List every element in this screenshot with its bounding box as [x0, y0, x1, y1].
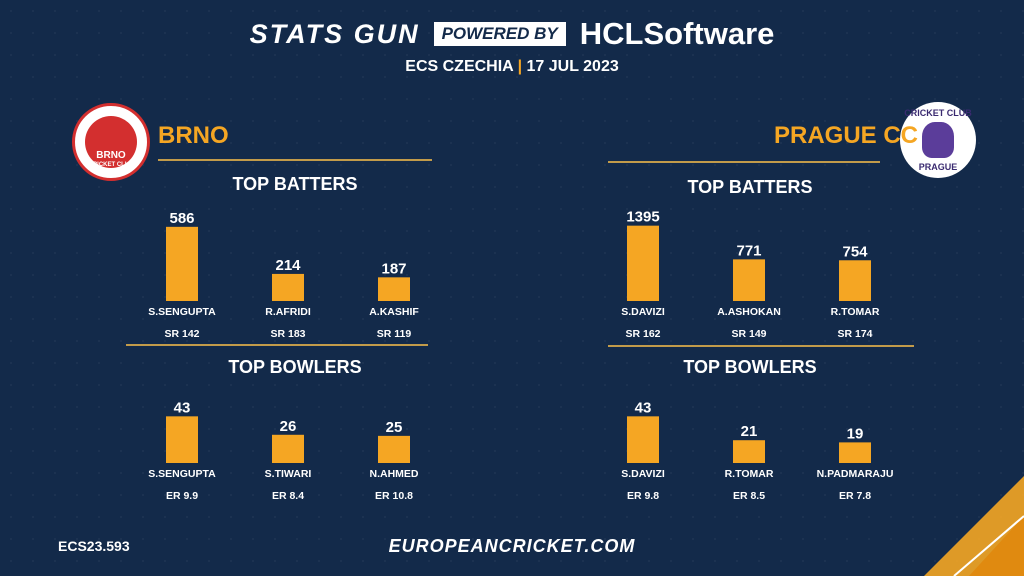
- player-name-label: A.KASHIF: [369, 306, 419, 318]
- brno-logo-text-bottom: CRICKET CLUB: [88, 162, 134, 168]
- value-label: 25: [386, 419, 403, 436]
- divider-right-middle: [608, 345, 914, 347]
- brand-title: STATS GUN: [249, 18, 420, 49]
- rate-label: SR 119: [377, 328, 412, 340]
- bar-rtomar: [733, 440, 765, 463]
- event-name: ECS CZECHIA: [405, 58, 514, 75]
- divider-right-top: [608, 161, 880, 163]
- bar-rtomar: [839, 260, 871, 301]
- bar-nahmed: [378, 435, 410, 463]
- value-label: 214: [275, 257, 301, 274]
- team-name-right: PRAGUE CC: [774, 122, 919, 149]
- rate-label: SR 174: [837, 328, 872, 340]
- left-batters-chart: 586 S.SENGUPTA SR 142 214 R.AFRIDI SR 183 187 A…: [148, 210, 419, 340]
- player-name-label: N.AHMED: [370, 468, 419, 480]
- bar-ssengupta: [166, 416, 198, 463]
- value-label: 586: [169, 210, 194, 227]
- powered-by-badge: POWERED BY: [433, 22, 566, 46]
- value-label: 43: [635, 399, 652, 416]
- rate-label: ER 7.8: [839, 490, 871, 502]
- team-name-left: BRNO: [158, 122, 229, 149]
- player-name-label: S.SENGUPTA: [148, 306, 216, 318]
- right-batters-title: TOP BATTERS: [687, 177, 813, 197]
- right-batters-chart: 1395 S.DAVIZI SR 162 771 A.ASHOKAN SR 149 754 R…: [621, 209, 880, 340]
- value-label: 1395: [626, 209, 659, 226]
- event-date: 17 JUL 2023: [526, 58, 619, 75]
- subtitle-separator: |: [517, 58, 523, 75]
- value-label: 26: [280, 418, 297, 435]
- value-label: 19: [847, 425, 864, 442]
- bar-npadmaraju: [839, 442, 871, 463]
- left-bowlers-chart: 43 S.SENGUPTA ER 9.9 26 S.TIWARI ER 8.4 25 N.AH…: [148, 399, 419, 502]
- corner-decoration: [924, 476, 1024, 576]
- value-label: 21: [741, 423, 758, 440]
- left-batters-title: TOP BATTERS: [232, 174, 358, 194]
- bar-rafridi: [272, 273, 304, 301]
- player-name-label: S.TIWARI: [265, 468, 312, 480]
- prague-logo-text-bottom: PRAGUE: [918, 162, 958, 172]
- rate-label: SR 183: [270, 328, 305, 340]
- right-bowlers-chart: 43 S.DAVIZI ER 9.8 21 R.TOMAR ER 8.5 19 N.PADMA…: [621, 399, 894, 502]
- event-subtitle: ECS CZECHIA | 17 JUL 2023: [0, 58, 1024, 76]
- rate-label: ER 8.5: [733, 490, 765, 502]
- brand-row: STATS GUN POWERED BY HCLSoftware: [0, 14, 1024, 54]
- rate-label: SR 149: [731, 328, 766, 340]
- divider-left-top: [158, 159, 432, 161]
- prague-logo-text-top: CRICKET CLUB: [904, 108, 972, 118]
- player-name-label: A.ASHOKAN: [717, 306, 781, 318]
- player-name-label: R.TOMAR: [725, 468, 774, 480]
- bar-sdavizi: [627, 416, 659, 463]
- player-name-label: R.TOMAR: [831, 306, 880, 318]
- rate-label: ER 9.8: [627, 490, 659, 502]
- divider-left-middle: [126, 344, 428, 346]
- bar-ssengupta: [166, 226, 198, 301]
- value-label: 43: [174, 399, 191, 416]
- header: STATS GUN POWERED BY HCLSoftware ECS CZE…: [0, 14, 1024, 76]
- left-bowlers-title: TOP BOWLERS: [228, 357, 362, 377]
- right-bowlers-title: TOP BOWLERS: [683, 357, 817, 377]
- bar-aashokan: [733, 259, 765, 301]
- sponsor-logo-text: HCLSoftware: [579, 16, 775, 51]
- rate-label: ER 9.9: [166, 490, 198, 502]
- player-name-label: S.DAVIZI: [621, 468, 665, 480]
- brno-logo-emblem: [85, 116, 137, 168]
- graphic-code: ECS23.593: [58, 538, 130, 554]
- bar-akashif: [378, 277, 410, 301]
- bar-sdavizi: [627, 225, 659, 301]
- rate-label: SR 142: [164, 328, 199, 340]
- value-label: 771: [736, 242, 761, 259]
- rate-label: ER 10.8: [375, 490, 413, 502]
- brno-logo-text-top: BRNO: [96, 150, 126, 161]
- player-name-label: S.DAVIZI: [621, 306, 665, 318]
- brno-club-logo: BRNO CRICKET CLUB: [72, 103, 150, 181]
- lion-icon: [922, 122, 954, 158]
- rate-label: SR 162: [625, 328, 660, 340]
- value-label: 754: [842, 243, 868, 260]
- website-link[interactable]: EUROPEANCRICKET.COM: [388, 536, 636, 556]
- bar-stiwari: [272, 434, 304, 463]
- player-name-label: N.PADMARAJU: [817, 468, 894, 480]
- rate-label: ER 8.4: [272, 490, 304, 502]
- player-name-label: R.AFRIDI: [265, 306, 311, 318]
- value-label: 187: [381, 260, 406, 277]
- prague-club-logo: CRICKET CLUB PRAGUE: [900, 102, 976, 178]
- player-name-label: S.SENGUPTA: [148, 468, 216, 480]
